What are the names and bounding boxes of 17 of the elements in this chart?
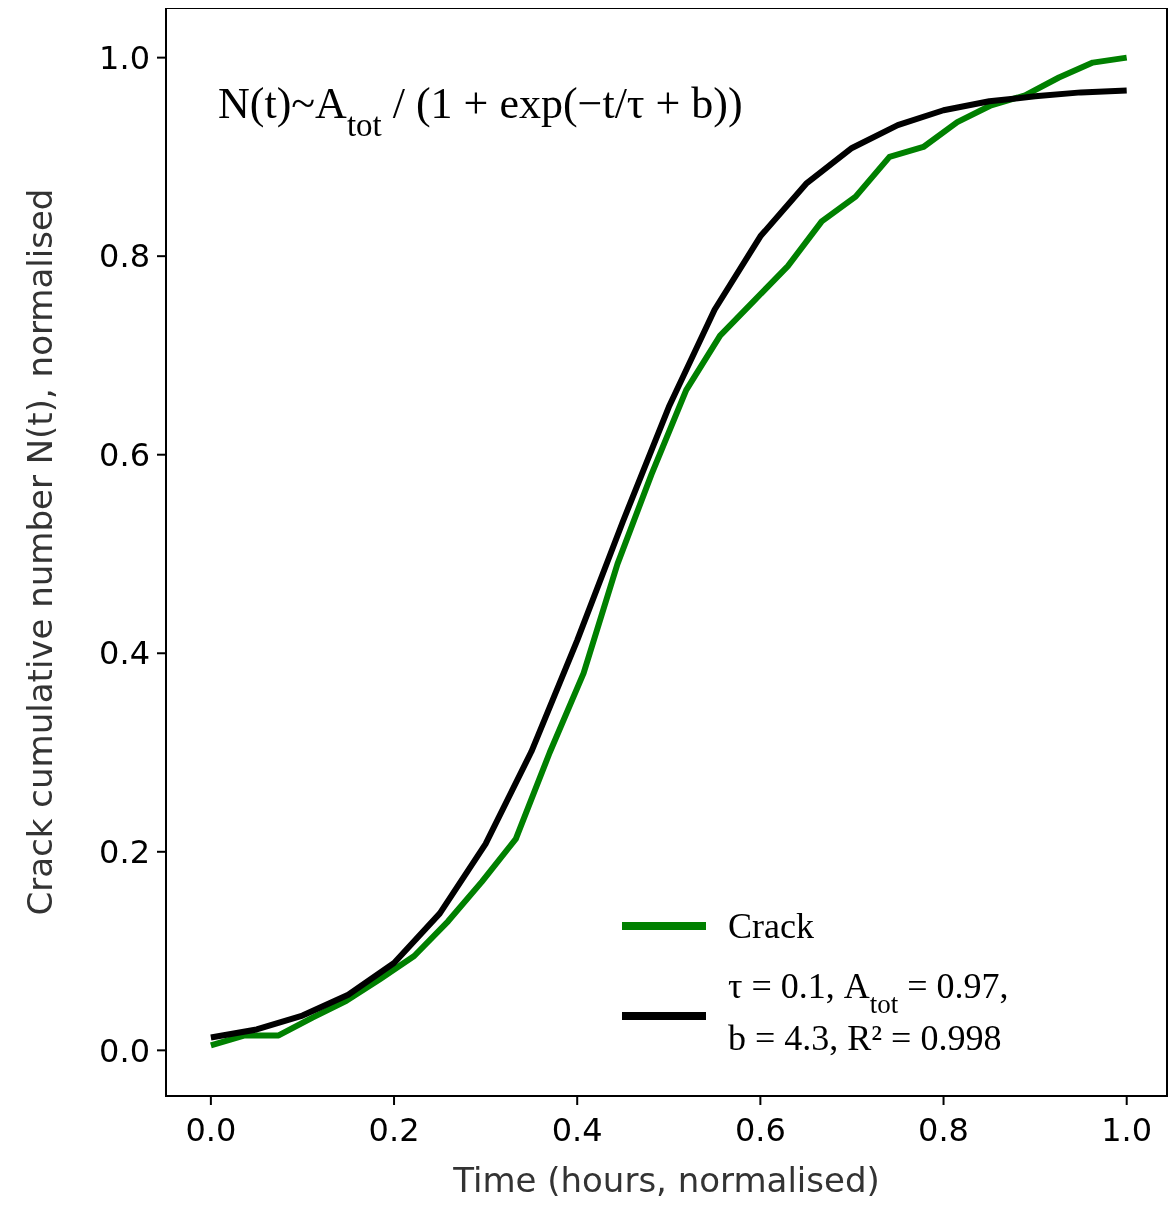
x-tick-label: 0.2	[368, 1111, 420, 1149]
x-tick-label: 0.6	[734, 1111, 786, 1149]
x-tick-label: 0.8	[918, 1111, 969, 1149]
y-tick-label: 0.4	[99, 634, 150, 673]
legend-label: Crack	[728, 906, 814, 946]
x-tick-label: 0.4	[551, 1111, 603, 1149]
y-tick-label: 1.0	[99, 38, 150, 77]
legend-label: τ = 0.1, A$_{tot}$ = 0.97, b = 4.3, R² = 0.998	[728, 966, 1009, 1058]
y-tick-label: 0.6	[99, 435, 150, 474]
y-tick-label: 0.0	[99, 1031, 150, 1070]
y-tick-label: 0.8	[99, 237, 150, 276]
y-axis-title: Crack cumulative number N(t), normalised	[20, 188, 60, 916]
x-tick-label: 1.0	[1101, 1111, 1153, 1149]
x-axis-title: Time (hours, normalised)	[452, 1160, 880, 1200]
annotation: N(t)~A$_{tot}$ / (1 + exp(−t/τ + b))	[218, 79, 743, 143]
y-tick-label: 0.2	[99, 833, 150, 871]
x-tick-label: 0.0	[185, 1111, 237, 1149]
